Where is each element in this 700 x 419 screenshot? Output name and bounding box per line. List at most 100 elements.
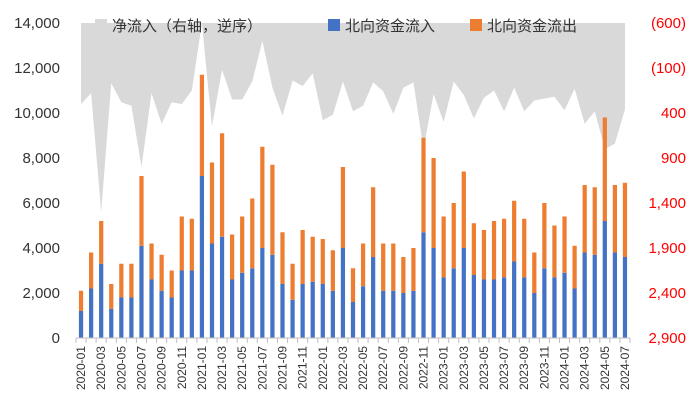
bar-outflow bbox=[461, 171, 466, 248]
bar-outflow bbox=[532, 252, 537, 293]
y-left-tick-label: 8,000 bbox=[22, 150, 60, 167]
y-right-tick-label: 2,400 bbox=[648, 285, 686, 302]
bar-outflow bbox=[421, 137, 426, 233]
bar-inflow bbox=[99, 263, 104, 338]
bar-outflow bbox=[99, 221, 104, 264]
bar-inflow bbox=[139, 245, 144, 338]
bar-outflow bbox=[78, 290, 84, 311]
bar-inflow bbox=[401, 293, 406, 338]
bar-outflow bbox=[522, 218, 527, 278]
x-tick-label: 2021-05 bbox=[235, 346, 249, 390]
bar-inflow bbox=[562, 272, 567, 338]
bar-outflow bbox=[129, 263, 134, 298]
bar-outflow bbox=[602, 117, 607, 221]
bar-outflow bbox=[350, 268, 356, 302]
bar-inflow bbox=[491, 279, 497, 338]
bar-inflow bbox=[260, 248, 265, 338]
bar-outflow bbox=[159, 254, 164, 291]
legend: 净流入（右轴，逆序） 北向资金流入 北向资金流出 bbox=[95, 17, 577, 35]
bar-outflow bbox=[411, 248, 416, 291]
x-tick-label: 2024-01 bbox=[558, 346, 572, 390]
x-tick-label: 2023-01 bbox=[437, 346, 451, 390]
bar-inflow bbox=[431, 248, 436, 338]
bar-outflow bbox=[300, 230, 305, 284]
bar-inflow bbox=[129, 297, 134, 338]
bar-outflow bbox=[88, 252, 94, 289]
bar-inflow bbox=[88, 288, 94, 338]
x-tick-label: 2023-11 bbox=[537, 346, 551, 389]
bar-inflow bbox=[612, 252, 618, 338]
bar-outflow bbox=[592, 187, 597, 255]
x-tick-label: 2023-07 bbox=[497, 346, 511, 390]
x-tick-label: 2020-03 bbox=[94, 346, 108, 390]
bar-inflow bbox=[240, 272, 245, 338]
bar-outflow bbox=[219, 133, 225, 237]
bar-inflow bbox=[371, 257, 376, 338]
x-tick-label: 2021-01 bbox=[195, 346, 209, 390]
bar-inflow bbox=[250, 268, 255, 338]
bar-outflow bbox=[310, 236, 315, 282]
bar-inflow bbox=[78, 311, 84, 338]
bar-inflow bbox=[199, 176, 205, 338]
x-tick-label: 2021-03 bbox=[215, 346, 229, 390]
bar-outflow bbox=[552, 225, 557, 278]
x-tick-label: 2020-01 bbox=[74, 346, 88, 390]
bar-inflow bbox=[602, 221, 607, 338]
bar-inflow bbox=[552, 277, 557, 338]
legend-swatch-inflow bbox=[328, 19, 340, 31]
bar-outflow bbox=[391, 243, 396, 291]
bar-outflow bbox=[622, 182, 628, 257]
bar-inflow bbox=[471, 275, 476, 338]
bar-outflow bbox=[512, 200, 517, 262]
bar-outflow bbox=[149, 243, 154, 280]
legend-label-net: 净流入（右轴，逆序） bbox=[112, 17, 262, 35]
x-tick-label: 2022-11 bbox=[417, 346, 431, 389]
y-right-tick-label: 1,400 bbox=[648, 195, 686, 212]
bar-outflow bbox=[612, 185, 618, 253]
x-tick-label: 2022-05 bbox=[356, 346, 370, 390]
bar-inflow bbox=[300, 284, 305, 338]
bar-layer bbox=[78, 74, 628, 338]
bar-inflow bbox=[219, 236, 225, 338]
bar-outflow bbox=[280, 232, 285, 284]
x-tick-label: 2020-09 bbox=[155, 346, 169, 390]
bar-inflow bbox=[330, 290, 335, 338]
bar-inflow bbox=[350, 302, 356, 338]
x-tick-label: 2024-03 bbox=[578, 346, 592, 390]
y-left-tick-label: 12,000 bbox=[14, 60, 60, 77]
bar-inflow bbox=[179, 270, 184, 338]
bar-outflow bbox=[431, 158, 436, 248]
y-right-tick-label: (600) bbox=[651, 15, 686, 32]
y-left-tick-label: 6,000 bbox=[22, 195, 60, 212]
bar-outflow bbox=[572, 245, 577, 289]
bar-inflow bbox=[119, 297, 124, 338]
y-right-tick-label: 2,900 bbox=[648, 330, 686, 347]
y-left-tick-label: 0 bbox=[52, 330, 60, 347]
bar-outflow bbox=[119, 263, 124, 298]
x-tick-label: 2022-03 bbox=[336, 346, 350, 390]
bar-outflow bbox=[441, 216, 446, 278]
bar-inflow bbox=[451, 268, 456, 338]
bar-inflow bbox=[522, 277, 527, 338]
bar-outflow bbox=[340, 167, 346, 248]
bar-inflow bbox=[209, 243, 215, 338]
bar-inflow bbox=[532, 293, 537, 338]
x-tick-label: 2022-01 bbox=[316, 346, 330, 390]
bar-outflow bbox=[401, 257, 406, 293]
bar-outflow bbox=[169, 270, 174, 298]
bar-inflow bbox=[512, 261, 517, 338]
bar-inflow bbox=[340, 248, 346, 338]
x-tick-label: 2020-07 bbox=[134, 346, 148, 390]
x-tick-label: 2020-11 bbox=[175, 346, 189, 389]
bar-inflow bbox=[381, 290, 386, 338]
x-tick-label: 2023-05 bbox=[477, 346, 491, 390]
bar-inflow bbox=[169, 297, 174, 338]
bar-outflow bbox=[320, 239, 325, 284]
x-tick-label: 2022-09 bbox=[396, 346, 410, 390]
bar-outflow bbox=[451, 203, 456, 269]
bar-outflow bbox=[330, 250, 335, 291]
y-right-tick-label: 1,900 bbox=[648, 240, 686, 257]
y-left-tick-label: 2,000 bbox=[22, 285, 60, 302]
bar-inflow bbox=[501, 277, 507, 338]
